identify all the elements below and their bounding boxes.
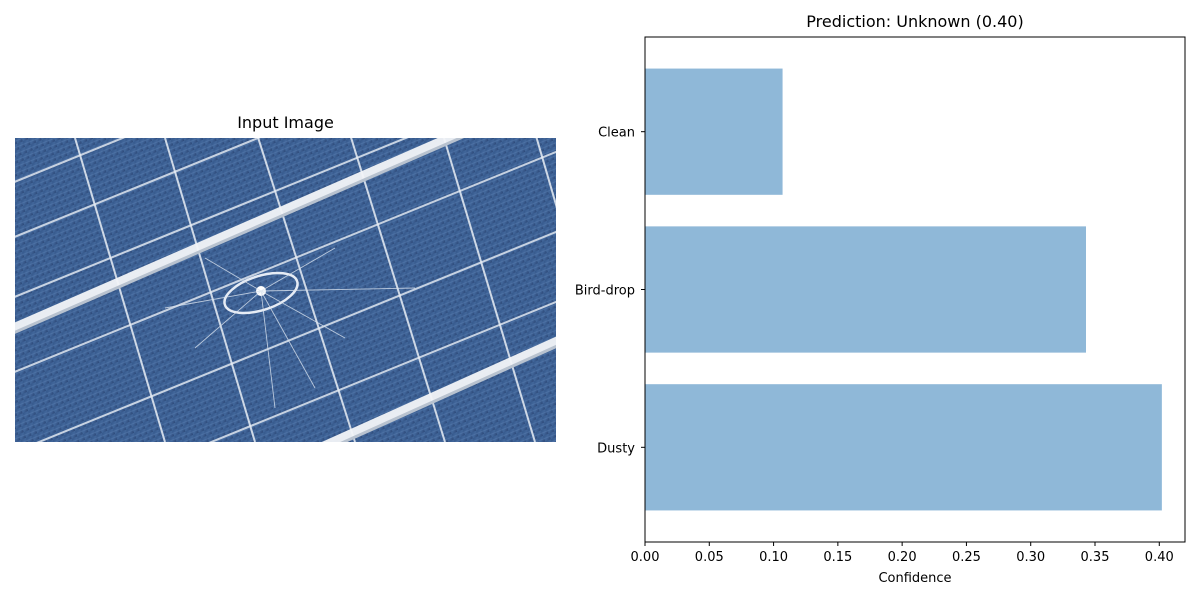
x-tick-label: 0.40 (1145, 550, 1174, 565)
bar-clean (645, 68, 783, 195)
x-tick-label: 0.20 (888, 550, 917, 565)
bar-bird-drop (645, 226, 1086, 353)
chart-title: Prediction: Unknown (0.40) (806, 12, 1024, 31)
x-tick-label: 0.25 (952, 550, 981, 565)
x-tick-label: 0.00 (631, 550, 660, 565)
input-image (15, 138, 556, 442)
x-tick-label: 0.35 (1081, 550, 1110, 565)
bar-dusty (645, 384, 1162, 511)
x-tick-label: 0.15 (823, 550, 852, 565)
y-tick-label: Dusty (597, 441, 635, 456)
solar-panel-photo (15, 138, 556, 442)
left-panel-title: Input Image (237, 113, 334, 132)
x-axis-label: Confidence (878, 571, 951, 586)
x-tick-label: 0.10 (759, 550, 788, 565)
x-tick-label: 0.05 (695, 550, 724, 565)
plot-frame (644, 36, 1186, 543)
y-tick-label: Bird-drop (575, 284, 635, 299)
x-tick-label: 0.30 (1016, 550, 1045, 565)
y-tick-label: Clean (598, 126, 635, 141)
